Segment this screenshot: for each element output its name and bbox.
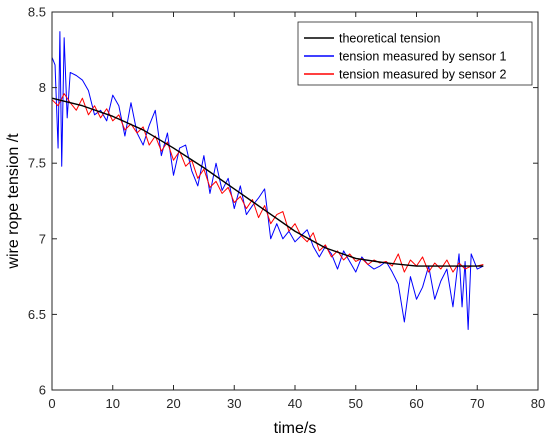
y-tick-label: 6	[39, 383, 46, 398]
legend-entry-sensor-2-label: tension measured by sensor 2	[339, 68, 507, 82]
legend-entry-sensor-1-label: tension measured by sensor 1	[339, 50, 507, 64]
y-tick-label: 7	[39, 231, 46, 246]
y-axis-ticks: 6 6.5 7 7.5 8 8.5	[28, 5, 538, 398]
y-axis-title: wire rope tension /t	[5, 133, 22, 270]
x-tick-label: 40	[288, 396, 302, 411]
x-axis-title: time/s	[274, 420, 317, 437]
x-tick-label: 10	[106, 396, 120, 411]
y-tick-label: 8	[39, 80, 46, 95]
y-tick-label: 7.5	[28, 156, 46, 171]
x-axis-ticks: 0 10 20 30 40 50 60 70 80	[48, 12, 545, 411]
x-tick-label: 60	[409, 396, 423, 411]
legend: theoretical tension tension measured by s…	[297, 21, 533, 86]
legend-entry-theoretical-label: theoretical tension	[339, 32, 441, 46]
x-tick-label: 0	[48, 396, 55, 411]
y-tick-label: 6.5	[28, 307, 46, 322]
series-layer	[51, 31, 484, 331]
legend-box	[297, 21, 533, 86]
x-tick-label: 20	[166, 396, 180, 411]
sensor-2-tension-line	[51, 93, 484, 273]
theoretical-tension-line	[51, 97, 484, 267]
x-tick-label: 80	[531, 396, 545, 411]
x-tick-label: 70	[470, 396, 484, 411]
x-tick-label: 30	[227, 396, 241, 411]
y-tick-label: 8.5	[28, 5, 46, 20]
sensor-1-tension-line	[51, 31, 484, 331]
x-tick-label: 50	[349, 396, 363, 411]
